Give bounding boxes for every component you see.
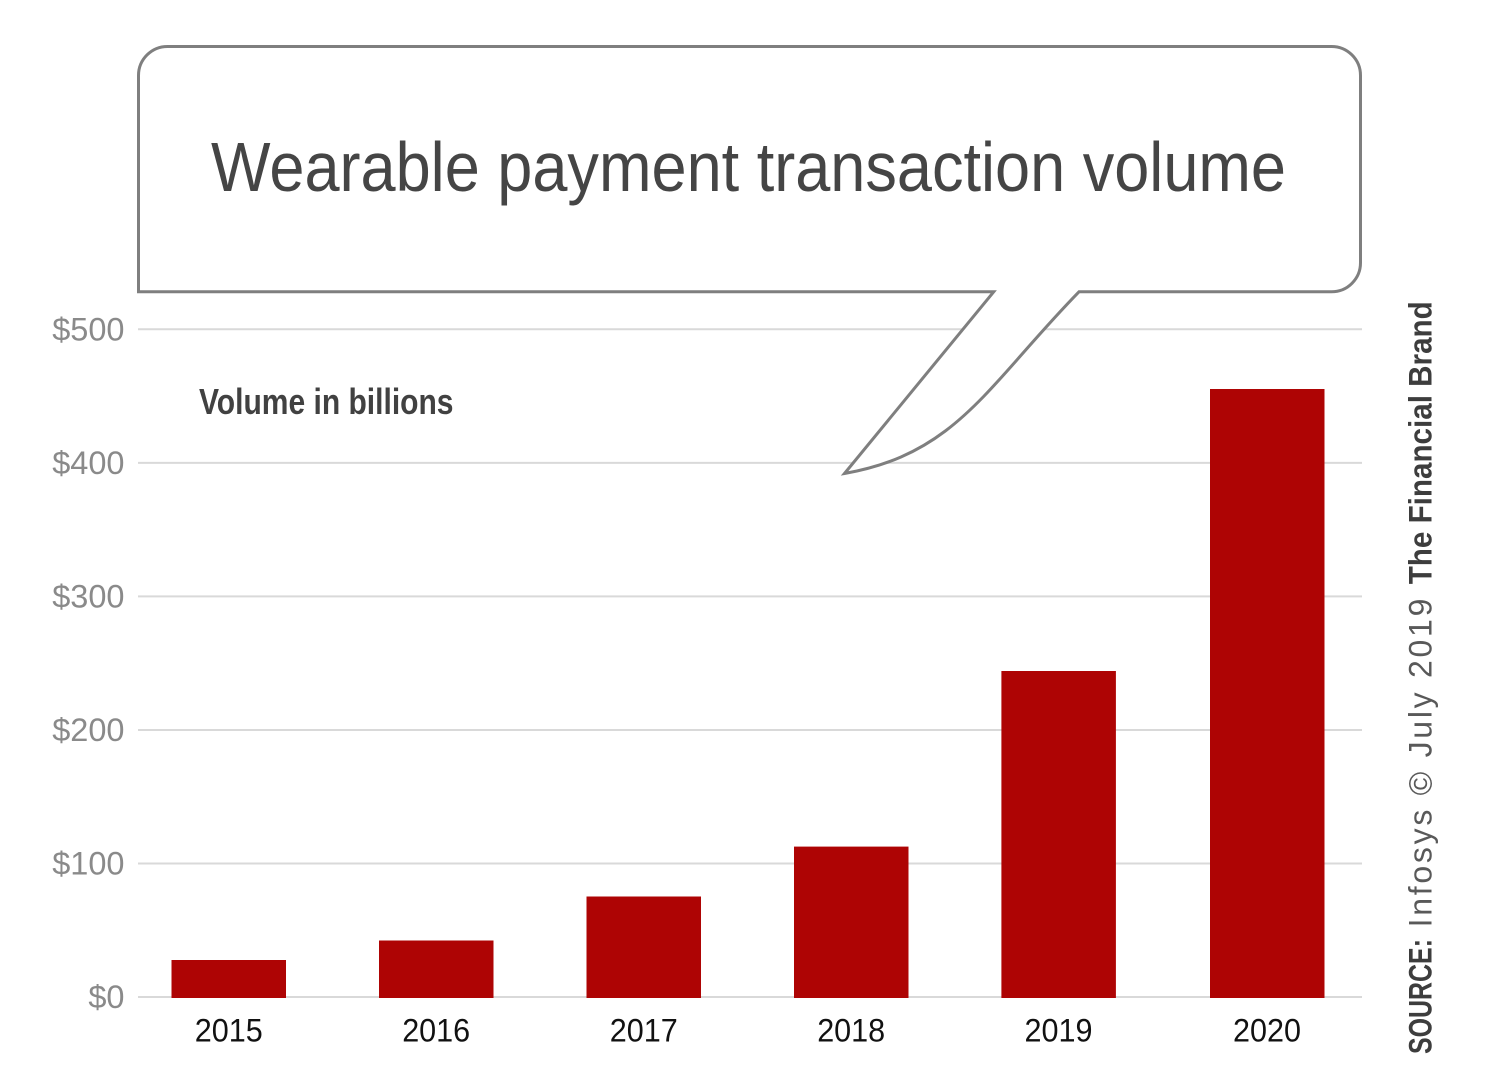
svg-text:$400: $400 xyxy=(52,445,124,481)
svg-text:$100: $100 xyxy=(52,846,124,882)
svg-text:2015: 2015 xyxy=(195,1013,263,1049)
svg-text:Wearable payment transaction v: Wearable payment transaction volume xyxy=(211,128,1286,206)
svg-text:$0: $0 xyxy=(88,979,124,1015)
svg-text:SOURCE: Infosys © July 2019 Th: SOURCE: Infosys © July 2019 The Financia… xyxy=(1403,301,1439,1054)
svg-text:$300: $300 xyxy=(52,579,124,615)
svg-text:2020: 2020 xyxy=(1233,1013,1301,1049)
svg-text:$200: $200 xyxy=(52,712,124,748)
svg-text:2016: 2016 xyxy=(402,1013,470,1049)
svg-text:Volume in billions: Volume in billions xyxy=(199,381,454,422)
svg-text:$500: $500 xyxy=(52,312,124,348)
svg-text:2018: 2018 xyxy=(817,1013,885,1049)
svg-text:2019: 2019 xyxy=(1025,1013,1093,1049)
svg-text:2017: 2017 xyxy=(610,1013,678,1049)
